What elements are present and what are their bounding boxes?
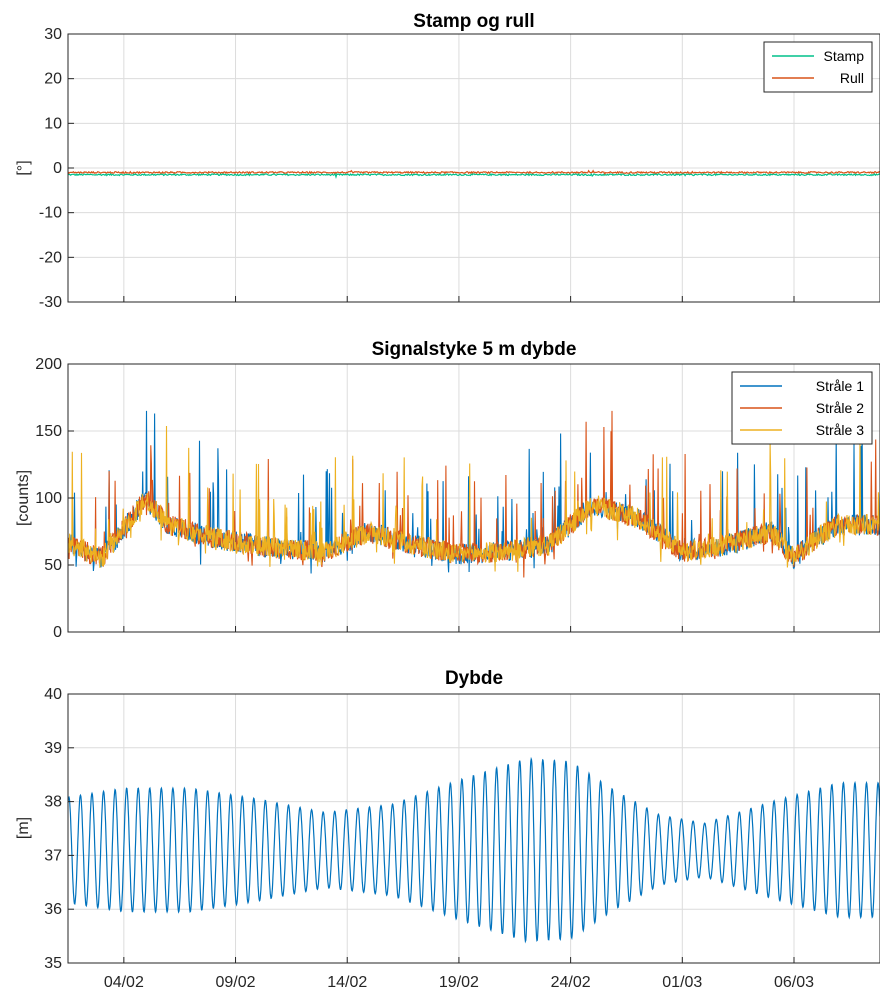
legend: Stråle 1 Stråle 2 Stråle 3 <box>731 371 873 445</box>
y-tick-label: 35 <box>44 955 62 972</box>
axes-frame <box>67 693 880 964</box>
y-tick-label: 20 <box>44 71 62 88</box>
y-tick-label: 40 <box>44 686 62 703</box>
plot-lines <box>67 756 880 944</box>
legend-entry: Stråle 3 <box>816 422 864 438</box>
y-axis-label: [m] <box>15 817 32 839</box>
series-line-strale-3 <box>67 425 880 572</box>
axis-ticks: -30 -20 -10 0 10 20 30 <box>39 26 795 311</box>
y-tick-label: -30 <box>39 294 62 311</box>
axes-frame <box>67 363 880 633</box>
y-tick-label: 39 <box>44 740 62 757</box>
chart-title: Stamp og rull <box>413 11 534 32</box>
plot-lines <box>67 410 880 578</box>
x-tick-label: 24/02 <box>551 974 591 991</box>
y-tick-label: 30 <box>44 26 62 43</box>
series-line-depth <box>67 756 880 944</box>
x-tick-label: 06/03 <box>774 974 814 991</box>
y-tick-label: 150 <box>35 423 62 440</box>
y-tick-label: 10 <box>44 115 62 132</box>
x-tick-label: 04/02 <box>104 974 144 991</box>
panel-depth: Dybde [m] 35 36 37 38 39 40 04/02 09/02 14/02 19/… <box>15 668 880 991</box>
plot-lines <box>67 169 880 179</box>
grid <box>68 693 880 964</box>
legend-box <box>763 41 873 93</box>
legend-entry: Rull <box>840 70 864 86</box>
series-line-stamp <box>68 172 880 179</box>
y-tick-label: 100 <box>35 490 62 507</box>
axes-frame <box>67 33 880 303</box>
legend: Stamp Rull <box>763 41 873 93</box>
legend-entry: Stråle 2 <box>816 400 864 416</box>
panel-pitch-roll: Stamp og rull [°] -30 -20 -10 0 10 20 30 Stamp… <box>15 11 880 311</box>
y-tick-label: 0 <box>53 160 62 177</box>
y-tick-label: -20 <box>39 249 62 266</box>
y-tick-label: 36 <box>44 901 62 918</box>
y-axis-label: [counts] <box>15 470 32 526</box>
y-tick-label: 0 <box>53 624 62 641</box>
y-tick-label: 50 <box>44 557 62 574</box>
x-tick-label: 19/02 <box>439 974 479 991</box>
panel-signal-strength: Signalstyke 5 m dybde [counts] 0 50 100 150… <box>15 339 880 641</box>
x-tick-label: 14/02 <box>327 974 367 991</box>
chart-title: Dybde <box>445 668 503 689</box>
x-tick-label: 01/03 <box>662 974 702 991</box>
axis-ticks: 35 36 37 38 39 40 04/02 09/02 14/02 19/02 24/02 01/… <box>44 686 814 991</box>
x-tick-label: 09/02 <box>216 974 256 991</box>
legend-entry: Stamp <box>824 48 865 64</box>
y-tick-label: 200 <box>35 356 62 373</box>
axis-ticks: 0 50 100 150 200 <box>35 356 795 641</box>
legend-entry: Stråle 1 <box>816 378 864 394</box>
y-tick-label: 37 <box>44 847 62 864</box>
y-tick-label: -10 <box>39 205 62 222</box>
chart-title: Signalstyke 5 m dybde <box>372 339 577 360</box>
series-line-rull <box>67 169 880 175</box>
y-axis-label: [°] <box>15 160 32 175</box>
y-tick-label: 38 <box>44 794 62 811</box>
grid <box>68 33 880 303</box>
